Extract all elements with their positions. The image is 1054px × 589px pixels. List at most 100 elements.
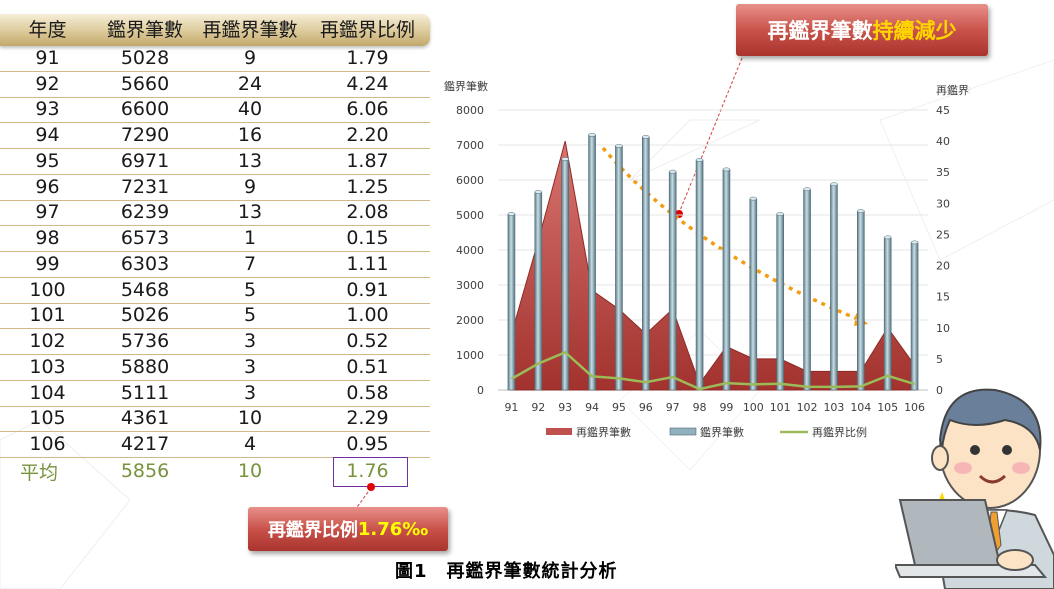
table-row: 106 4217 4 0.95 (0, 432, 430, 458)
y-right-tick-label: 15 (936, 291, 950, 304)
cell-survey-count: 4361 (120, 407, 170, 430)
bar-top (695, 158, 704, 162)
bar-top (534, 190, 543, 194)
callout-top-highlight: 持續減少 (872, 19, 957, 43)
bar-top (776, 212, 784, 216)
header-resurvey-count: 再鑑界筆數 (202, 18, 298, 41)
cell-survey-count: 4217 (120, 433, 170, 456)
cell-survey-count: 5028 (120, 46, 170, 69)
x-tick-label: 96 (639, 401, 653, 414)
cell-year: 100 (29, 278, 66, 301)
cell-resurvey-ratio: 1.25 (346, 175, 389, 198)
cell-year: 93 (35, 98, 60, 121)
legend-label-resurvey-count: 再鑑界筆數 (576, 425, 631, 439)
header-resurvey-ratio: 再鑑界比例 (319, 18, 415, 41)
cell-resurvey-count: 3 (243, 330, 257, 353)
combo-chart: 0 1000 2000 3000 4000 5000 6000 7000 8000 0 5 10 15 2… (444, 79, 970, 439)
bar-survey-count (588, 134, 596, 391)
table-row: 91 5028 9 1.79 (0, 46, 430, 72)
table-row: 101 5026 5 1.00 (0, 304, 430, 330)
x-tick-label: 100 (743, 401, 764, 414)
cell-survey-count: 5880 (120, 355, 170, 378)
bar-top (722, 167, 731, 172)
table-row: 104 5111 3 0.58 (0, 381, 430, 407)
table-header: 年度 鑑界筆數 再鑑界筆數 再鑑界比例 (0, 14, 430, 46)
x-tick-label: 93 (558, 401, 572, 414)
cell-survey-count: 6303 (120, 252, 170, 275)
bar-top (803, 187, 811, 192)
table-row: 92 5660 24 4.24 (0, 72, 430, 98)
cell-year: 91 (35, 46, 60, 69)
cell-year: 105 (29, 407, 66, 430)
bar-survey-count (642, 136, 650, 391)
table-row: 96 7231 9 1.25 (0, 175, 430, 201)
callout-average-ratio: 再鑑界比例 1.76‰ (248, 507, 448, 551)
bar-survey-count (507, 213, 516, 391)
y-right-axis-title: 再鑑界筆數 (936, 83, 970, 97)
cell-resurvey-ratio: 0.15 (346, 227, 389, 250)
bar-top (830, 182, 838, 187)
x-tick-label: 99 (719, 401, 733, 414)
legend-label-resurvey-ratio: 再鑑界比例 (812, 425, 867, 439)
y-tick-label: 6000 (456, 174, 484, 187)
y-right-tick-label: 30 (936, 197, 950, 210)
y-tick-label: 2000 (456, 314, 484, 327)
cell-resurvey-count: 1 (243, 227, 257, 250)
average-row: 平均 5856 10 1.76 (0, 458, 430, 484)
cell-year: 96 (35, 175, 60, 198)
cell-resurvey-ratio: 2.08 (346, 201, 389, 224)
table-body: 91 5028 9 1.79 92 5660 24 4.24 93 6600 40 6.06 94 729… (0, 46, 430, 458)
cell-resurvey-count: 24 (237, 72, 263, 95)
cell-survey-count: 6600 (120, 98, 170, 121)
cell-year: 104 (29, 381, 66, 404)
cell-resurvey-ratio: 6.06 (346, 98, 389, 121)
bar-survey-count (830, 183, 838, 391)
cell-survey-count: 7231 (120, 175, 170, 198)
x-tick-label: 91 (504, 401, 518, 414)
cell-resurvey-count: 10 (237, 407, 263, 430)
y-tick-label: 5000 (456, 209, 484, 222)
cell-resurvey-ratio: 1.11 (346, 252, 389, 275)
table-row: 95 6971 13 1.87 (0, 149, 430, 175)
cell-resurvey-ratio: 0.58 (346, 381, 389, 404)
x-tick-label: 92 (531, 401, 545, 414)
callout-decreasing: 再鑑界筆數 持續減少 (736, 4, 988, 56)
cell-resurvey-count: 9 (243, 175, 257, 198)
header-survey-count: 鑑界筆數 (106, 18, 183, 41)
y-tick-label: 7000 (456, 139, 484, 152)
y-tick-label: 4000 (456, 244, 484, 257)
bar-top (910, 240, 919, 245)
y-right-tick-label: 40 (936, 135, 950, 148)
cell-year: 102 (29, 330, 66, 353)
data-table: 年度 鑑界筆數 再鑑界筆數 再鑑界比例 91 5028 9 1.79 92 5660 24 4… (0, 14, 430, 484)
cell-survey-count: 7290 (120, 124, 170, 147)
figure-caption: 圖1 再鑑界筆數統計分析 (395, 561, 618, 582)
x-tick-label: 95 (612, 401, 626, 414)
cell-resurvey-count: 16 (237, 124, 263, 147)
bar-survey-count (695, 159, 704, 391)
cell-year: 101 (29, 304, 66, 327)
bar-survey-count (749, 198, 758, 391)
x-tick-label: 101 (770, 401, 791, 414)
x-tick-label: 104 (850, 401, 871, 414)
cell-resurvey-ratio: 4.24 (346, 72, 389, 95)
average-label: 平均 (20, 461, 59, 484)
bar-top (749, 196, 758, 201)
table-row: 97 6239 13 2.08 (0, 201, 430, 227)
cell-resurvey-count: 3 (243, 381, 257, 404)
bar-top (883, 235, 892, 240)
table-row: 100 5468 5 0.91 (0, 278, 430, 304)
cell-survey-count: 5468 (120, 278, 170, 301)
cell-resurvey-count: 5 (243, 304, 257, 327)
cell-resurvey-ratio: 2.20 (346, 124, 389, 147)
y-right-tick-label: 5 (936, 353, 943, 366)
y-tick-label: 1000 (456, 349, 484, 362)
bar-survey-count (910, 242, 919, 391)
cell-survey-count: 6239 (120, 201, 170, 224)
y-axis-title: 鑑界筆數 (444, 79, 488, 93)
bar-top (857, 209, 865, 213)
bar-top (588, 133, 596, 137)
y-right-tick-label: 25 (936, 228, 950, 241)
bar-top (668, 169, 677, 174)
cell-year: 94 (35, 124, 60, 147)
